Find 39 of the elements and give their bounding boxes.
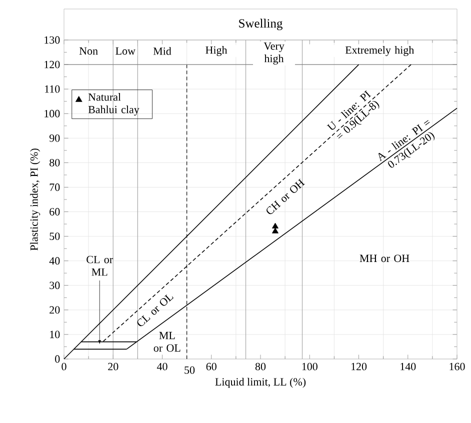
annotation: ML or OL	[154, 332, 180, 352]
annotation: Non	[79, 47, 98, 55]
x-axis-title: Liquid limit, LL (%)	[215, 378, 306, 388]
y-axis-title: Plasticity index, PI (%)	[30, 148, 40, 251]
y-tick-label: 110	[45, 85, 60, 93]
annotation: Extremely high	[345, 46, 414, 56]
x-tick-label: 160	[450, 362, 465, 370]
y-tick-label: 50	[50, 232, 60, 240]
y-tick-label: 130	[44, 36, 60, 44]
y-tick-label: 100	[44, 110, 60, 118]
annotation: CL or ML	[86, 256, 113, 276]
annotation: Low	[116, 47, 136, 55]
x-tick-label: 60	[206, 362, 216, 370]
y-tick-label: 0	[55, 355, 60, 363]
annotation: Very high	[264, 42, 284, 65]
annotation: CH or OH	[266, 178, 305, 214]
y-tick-label: 10	[50, 330, 60, 338]
annotation: CL or OL	[137, 294, 174, 326]
annotation: Mid	[153, 47, 172, 55]
y-tick-label: 90	[49, 134, 60, 142]
x-tick-label: 100	[302, 362, 318, 370]
x-tick-label: 40	[156, 362, 168, 370]
y-tick-label: 80	[50, 158, 60, 166]
x-tick-label: 80	[255, 362, 266, 370]
x-tick-label: 120	[351, 362, 367, 370]
y-tick-label: 60	[50, 208, 60, 216]
annotation: MH or OH	[360, 254, 410, 262]
y-tick-label: 120	[44, 60, 60, 68]
ref-line-label: 50	[184, 366, 195, 374]
x-tick-label: 140	[400, 362, 416, 370]
y-tick-label: 40	[49, 257, 60, 265]
y-tick-label: 20	[50, 306, 60, 314]
chart-title: Swelling	[239, 18, 282, 30]
x-tick-label: 20	[108, 362, 118, 370]
y-tick-label: 70	[50, 184, 60, 191]
y-tick-label: 30	[50, 282, 60, 290]
legend-label: Natural Bahlui clay	[88, 93, 140, 116]
x-tick-label: 0	[62, 362, 66, 370]
annotation: High	[206, 46, 228, 56]
